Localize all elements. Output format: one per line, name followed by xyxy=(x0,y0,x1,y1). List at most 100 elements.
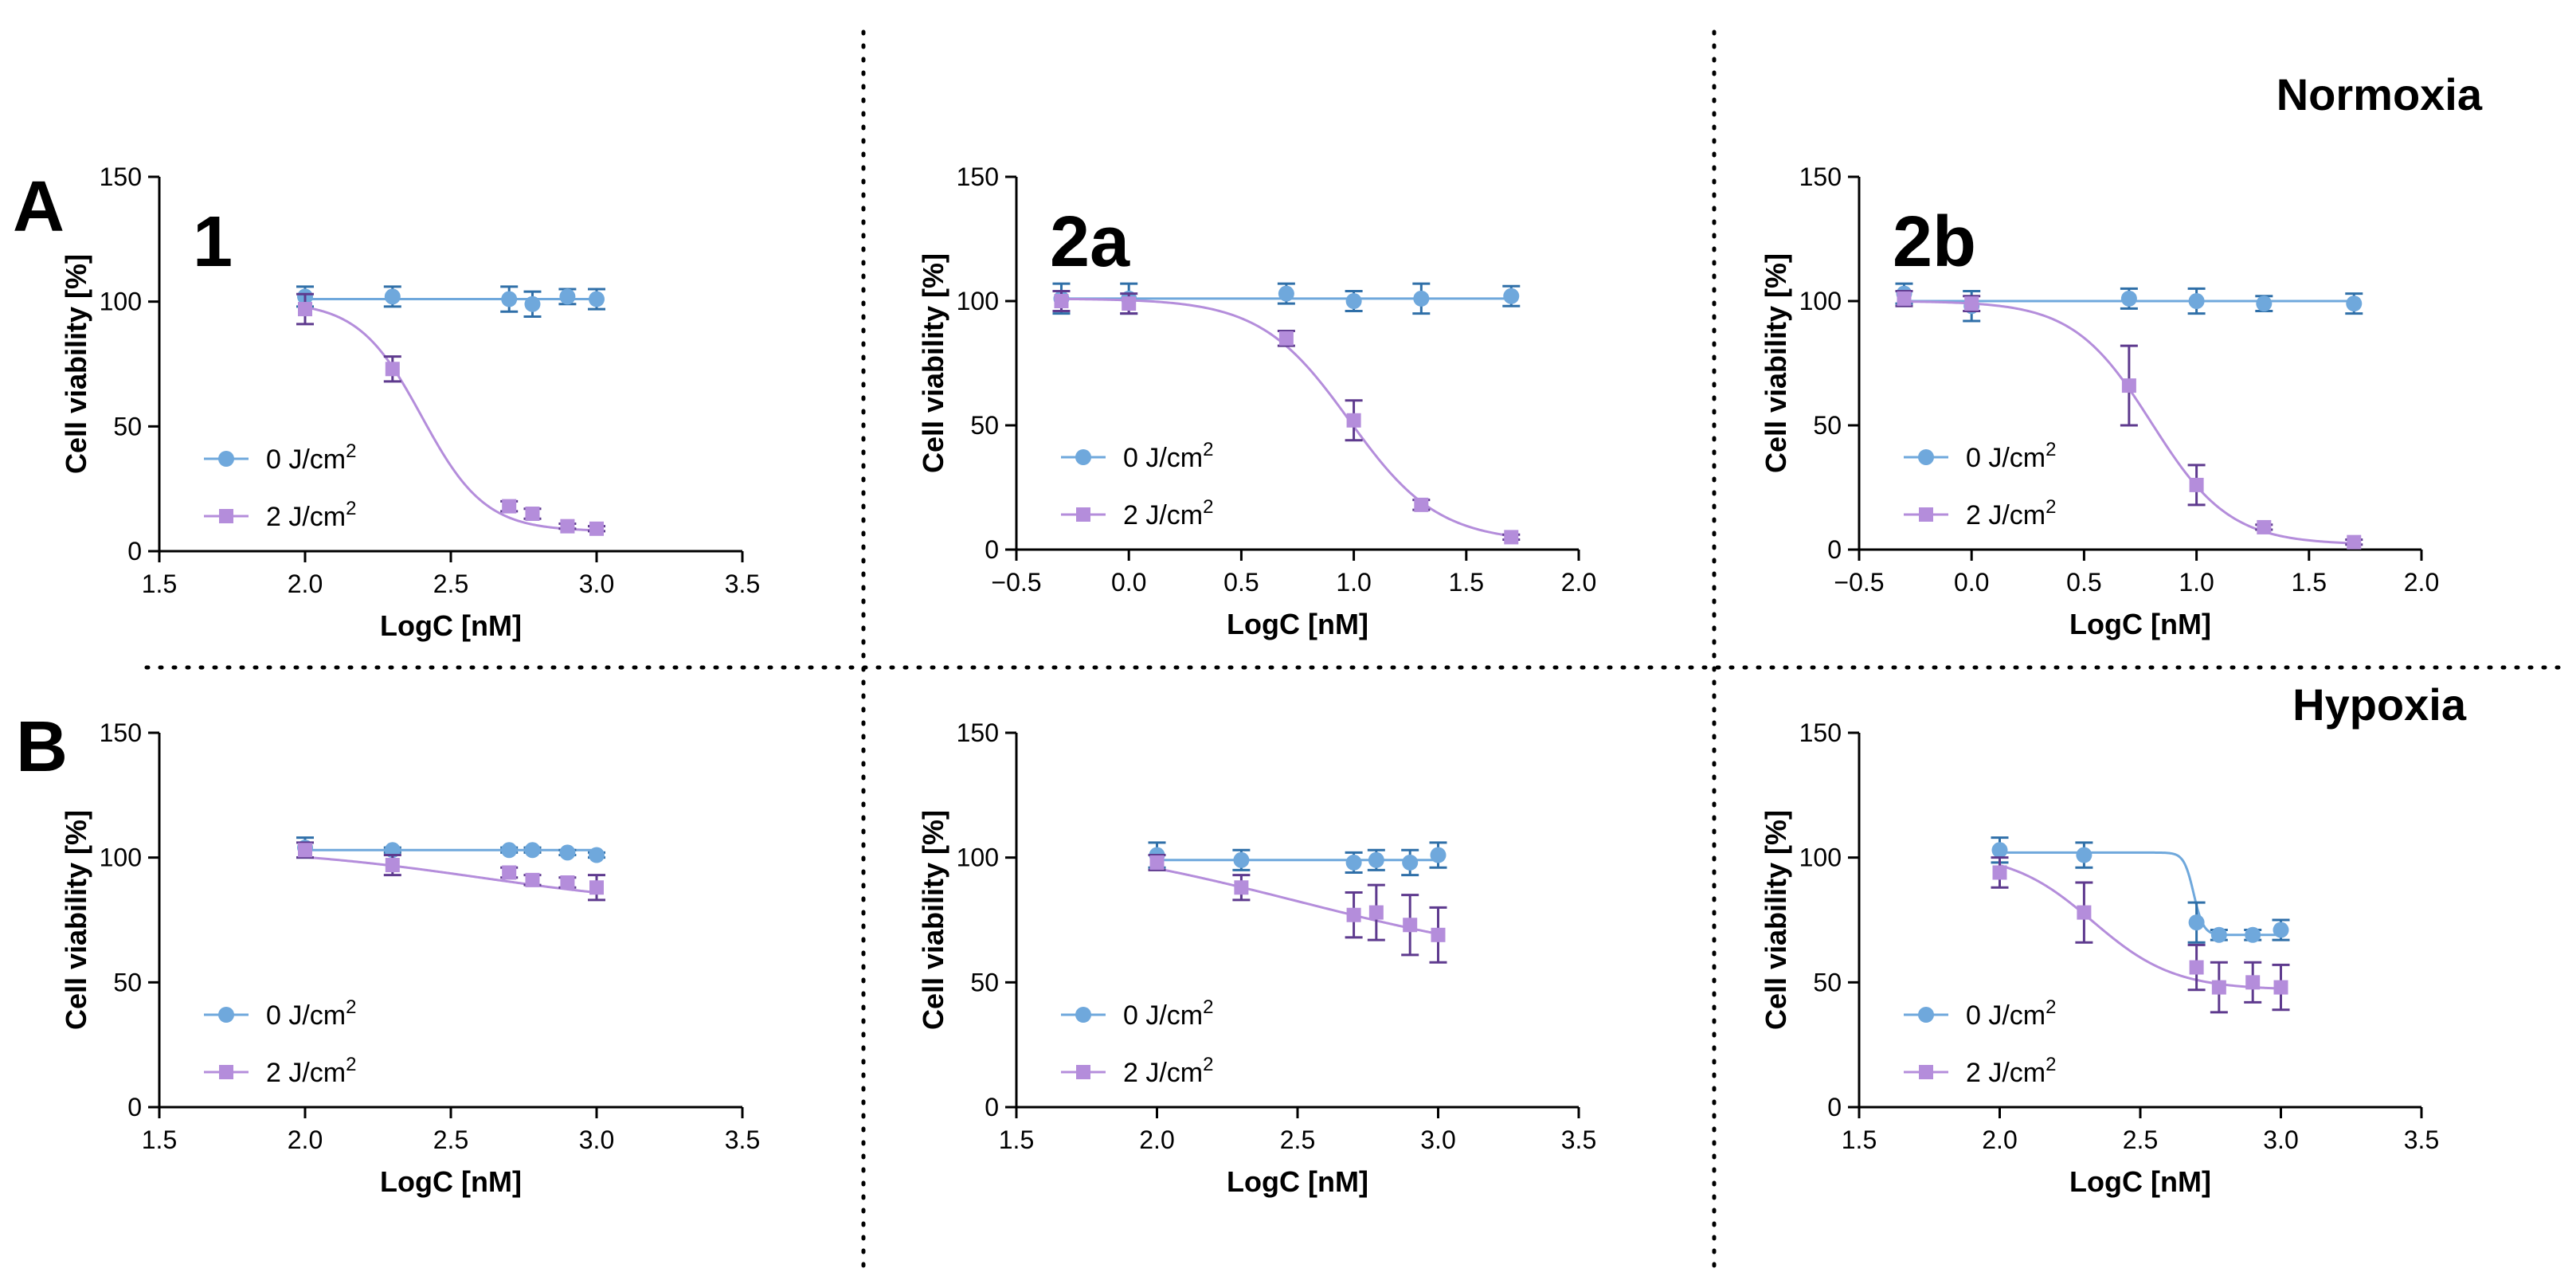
circle-marker xyxy=(589,291,605,307)
panel-a-2a: −0.5 0.0 0.5 1.0 1.5 2.0 0 50 100 150 LogC [nM] Cel… xyxy=(917,162,1596,640)
circle-marker xyxy=(589,847,605,863)
y-tick-label: 0 xyxy=(985,1093,999,1121)
panel-b-2b: 1.5 2.0 2.5 3.0 3.5 0 50 100 150 LogC [nM] Cell vi… xyxy=(1760,718,2439,1198)
data-point xyxy=(500,842,519,859)
x-tick-label: 2.0 xyxy=(1982,1125,2017,1154)
y-tick-label: 50 xyxy=(970,411,999,440)
y-tick-label: 0 xyxy=(127,1093,142,1121)
legend-label: 0 J/cm2 xyxy=(266,996,356,1031)
y-tick-label: 100 xyxy=(1799,287,1842,315)
x-axis-label: LogC [nM] xyxy=(380,609,522,642)
legend-entry: 2 J/cm2 xyxy=(204,1054,356,1088)
square-marker xyxy=(1368,905,1384,920)
x-tick-label: 2.5 xyxy=(433,570,468,598)
data-point xyxy=(1052,290,1071,312)
x-tick-label: 2.0 xyxy=(288,570,323,598)
square-marker xyxy=(2189,477,2204,492)
data-point xyxy=(1429,841,1447,869)
data-point xyxy=(558,875,577,890)
y-tick-label: 150 xyxy=(1799,718,1842,747)
data-point xyxy=(2272,963,2290,1012)
axes: −0.5 0.0 0.5 1.0 1.5 2.0 0 50 100 150 LogC [nM] Cel… xyxy=(917,162,1596,640)
legend-superscript: 2 xyxy=(1203,439,1213,460)
circle-marker xyxy=(1991,842,2008,859)
square-marker xyxy=(1122,296,1137,311)
x-axis-label: LogC [nM] xyxy=(380,1165,522,1198)
data-point xyxy=(383,355,401,383)
square-marker xyxy=(502,499,517,514)
square-marker xyxy=(2077,905,2092,920)
y-axis-label: Cell viability [%] xyxy=(1760,253,1792,473)
legend-superscript: 2 xyxy=(1203,496,1213,518)
data-point xyxy=(296,292,314,326)
series-2-jcm2 xyxy=(1895,290,2363,550)
title-hypoxia: Hypoxia xyxy=(2292,679,2467,730)
data-point xyxy=(1345,399,1363,442)
data-point xyxy=(500,865,519,880)
data-point xyxy=(2075,881,2093,944)
square-marker xyxy=(525,507,540,521)
x-tick-label: 3.0 xyxy=(579,1125,614,1154)
data-point xyxy=(383,854,401,877)
legend-label: 2 J/cm2 xyxy=(266,498,356,532)
x-axis-label: LogC [nM] xyxy=(2069,1165,2211,1198)
y-tick-label: 0 xyxy=(985,535,999,564)
y-tick-label: 50 xyxy=(1813,411,1842,440)
square-marker xyxy=(2347,534,2362,550)
legend-superscript: 2 xyxy=(346,996,356,1018)
data-point xyxy=(588,847,605,863)
legend-label: 0 J/cm2 xyxy=(1123,439,1213,473)
legend-superscript: 2 xyxy=(1203,1054,1213,1075)
legend-entry: 0 J/cm2 xyxy=(1904,439,2056,473)
square-marker xyxy=(298,843,312,858)
y-tick-label: 150 xyxy=(957,718,999,747)
circle-marker xyxy=(1345,293,1362,309)
data-point xyxy=(1429,906,1447,964)
circle-marker xyxy=(2188,914,2205,931)
legend-entry: 0 J/cm2 xyxy=(1061,996,1213,1031)
data-point xyxy=(2120,344,2138,427)
square-marker xyxy=(1504,530,1519,545)
square-marker xyxy=(502,865,517,880)
circle-marker xyxy=(1368,851,1384,868)
circle-marker xyxy=(2273,922,2289,938)
data-point xyxy=(383,285,401,308)
legend-entry: 0 J/cm2 xyxy=(204,996,356,1031)
data-point xyxy=(588,288,605,311)
y-tick-label: 100 xyxy=(957,287,999,315)
x-tick-label: 2.5 xyxy=(2123,1125,2158,1154)
y-tick-label: 150 xyxy=(957,162,999,191)
square-marker xyxy=(1964,296,1979,311)
legend-entry: 2 J/cm2 xyxy=(1061,496,1213,530)
data-point xyxy=(1345,851,1363,874)
y-tick-label: 0 xyxy=(1827,535,1842,564)
series-0-jcm2 xyxy=(1991,836,2290,944)
circle-marker xyxy=(2076,847,2093,863)
square-marker xyxy=(385,362,400,377)
square-marker xyxy=(2245,975,2261,990)
data-point xyxy=(1345,290,1363,312)
legend-square-marker xyxy=(1076,507,1090,522)
section-label-b: B xyxy=(16,707,68,787)
legend-superscript: 2 xyxy=(2046,996,2056,1018)
x-tick-label: −0.5 xyxy=(1834,568,1884,597)
x-tick-label: 3.0 xyxy=(579,570,614,598)
x-tick-label: 0.5 xyxy=(2066,568,2101,597)
legend-label: 2 J/cm2 xyxy=(266,1054,356,1088)
legend-entry: 2 J/cm2 xyxy=(1904,496,2056,530)
y-tick-label: 150 xyxy=(100,162,142,191)
series-2-jcm2 xyxy=(1991,856,2290,1014)
legend-label: 2 J/cm2 xyxy=(1966,496,2056,530)
data-point xyxy=(2345,292,2363,315)
circle-marker xyxy=(1345,854,1362,871)
data-point xyxy=(1991,856,2009,889)
square-marker xyxy=(1054,294,1069,308)
legend-entry: 2 J/cm2 xyxy=(1904,1054,2056,1088)
x-tick-label: 3.5 xyxy=(725,570,760,598)
x-tick-label: 3.5 xyxy=(2404,1125,2439,1154)
data-point xyxy=(588,874,605,902)
legend-label: 2 J/cm2 xyxy=(1123,1054,1213,1088)
square-marker xyxy=(1346,907,1361,922)
data-point xyxy=(2272,918,2290,941)
square-marker xyxy=(1278,331,1294,346)
